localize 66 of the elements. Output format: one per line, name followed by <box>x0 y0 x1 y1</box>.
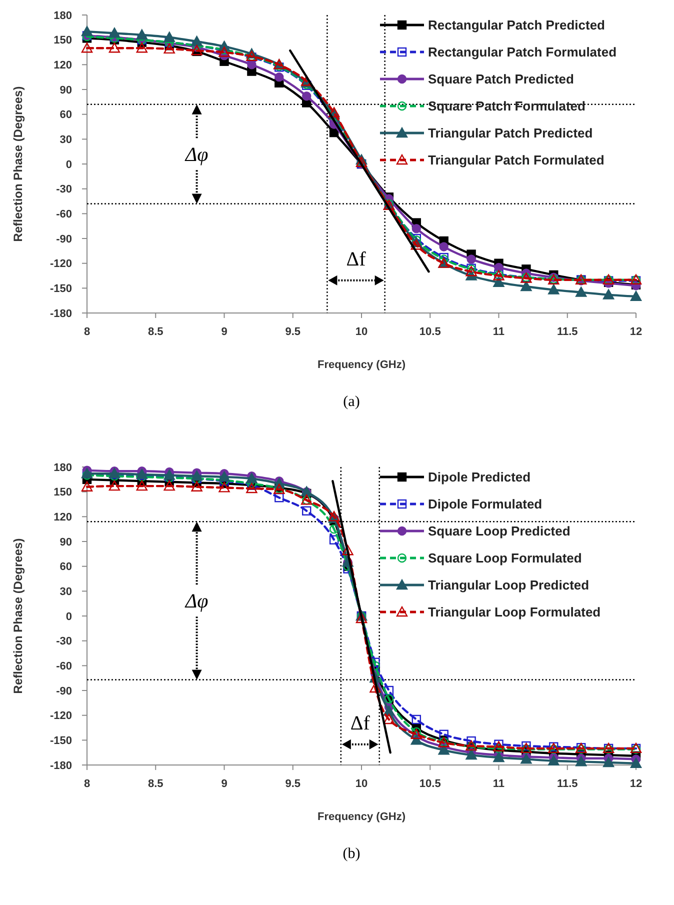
y-tick-label: -30 <box>56 184 72 196</box>
legend-label: Rectangular Patch Predicted <box>428 18 606 33</box>
y-tick-label: -30 <box>56 636 72 648</box>
x-tick-label: 12 <box>630 778 642 790</box>
x-tick-label: 8.5 <box>148 778 164 790</box>
y-tick-label: 60 <box>60 561 72 574</box>
legend-label: Square Patch Predicted <box>428 72 574 87</box>
y-tick-label: -60 <box>56 660 72 673</box>
y-tick-label: -120 <box>50 258 72 270</box>
annotation: Δf <box>350 712 370 734</box>
y-tick-label: 120 <box>54 60 72 72</box>
y-tick-label: -120 <box>50 710 72 722</box>
y-tick-label: 0 <box>66 610 72 623</box>
x-tick-label: 8.5 <box>148 326 164 338</box>
text: (a) <box>343 394 360 410</box>
y-tick-label: 150 <box>54 34 72 47</box>
legend-label: Triangular Loop Formulated <box>428 604 601 620</box>
x-tick-label: 10 <box>355 778 368 790</box>
y-tick-label: -180 <box>50 760 72 772</box>
x-tick-label: 11.5 <box>556 326 578 338</box>
y-axis-title: Reflection Phase (Degrees) <box>11 86 25 242</box>
legend-label: Square Loop Predicted <box>428 524 570 539</box>
legend-label: Dipole Predicted <box>428 470 531 485</box>
x-tick-label: 12 <box>630 326 642 338</box>
legend-label: Square Loop Formulated <box>428 550 582 566</box>
y-tick-label: -60 <box>56 208 72 221</box>
legend-label: Square Patch Formulated <box>428 98 586 114</box>
y-tick-label: 90 <box>60 84 72 96</box>
text: (b) <box>342 846 360 862</box>
legend-label: Rectangular Patch Formulated <box>428 44 617 60</box>
annotation: Δf <box>346 248 366 270</box>
y-axis-title: Reflection Phase (Degrees) <box>11 538 25 694</box>
y-tick-label: 180 <box>54 462 72 474</box>
x-tick-label: 11 <box>492 326 505 338</box>
legend-label: Dipole Formulated <box>428 496 542 512</box>
annotation: Δφ <box>184 590 208 613</box>
legend-label: Triangular Patch Predicted <box>428 126 593 141</box>
y-tick-label: -90 <box>56 233 72 246</box>
x-tick-label: 8 <box>84 778 90 790</box>
y-tick-label: -180 <box>50 308 72 320</box>
x-tick-label: 9 <box>221 326 228 338</box>
y-tick-label: 120 <box>54 512 72 524</box>
x-tick-label: 9.5 <box>285 778 301 790</box>
y-tick-label: 90 <box>60 536 72 548</box>
y-tick-label: -150 <box>50 283 72 296</box>
legend-label: Triangular Loop Predicted <box>428 578 590 593</box>
x-tick-label: 9 <box>221 778 228 790</box>
x-tick-label: 10.5 <box>419 778 441 790</box>
annotation: Δφ <box>184 144 208 166</box>
y-tick-label: -150 <box>50 735 72 748</box>
y-tick-label: 150 <box>54 486 72 499</box>
x-tick-label: 10.5 <box>419 326 441 338</box>
legend-label: Triangular Patch Formulated <box>428 152 604 168</box>
x-tick-label: 8 <box>84 326 90 338</box>
x-axis-title: Frequency (GHz) <box>317 811 406 823</box>
y-tick-label: -90 <box>56 685 72 698</box>
y-tick-label: 30 <box>60 586 72 598</box>
x-tick-label: 10 <box>355 326 368 338</box>
y-tick-label: 60 <box>60 109 72 122</box>
y-tick-label: 180 <box>54 10 72 22</box>
x-tick-label: 11 <box>492 778 505 790</box>
x-tick-label: 9.5 <box>285 326 301 338</box>
y-tick-label: 30 <box>60 134 72 146</box>
y-tick-label: 0 <box>66 158 72 171</box>
x-axis-title: Frequency (GHz) <box>317 359 406 371</box>
x-tick-label: 11.5 <box>556 778 578 790</box>
